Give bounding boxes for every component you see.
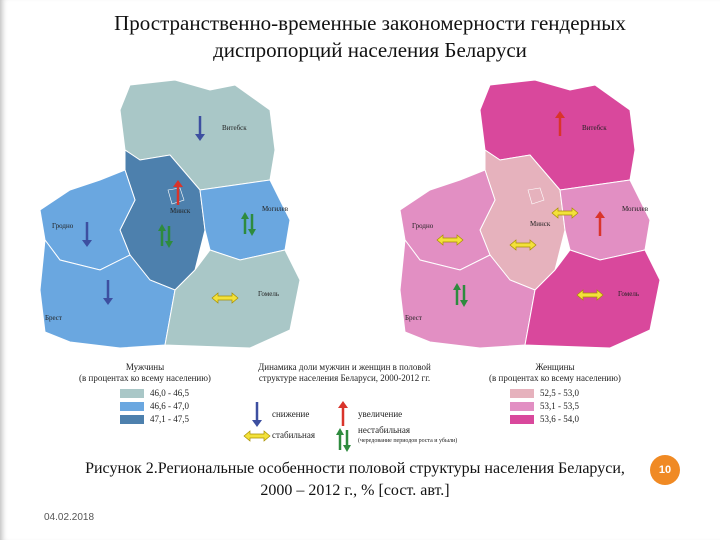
legend-title: Мужчины — [125, 362, 165, 372]
legend-item: стабильная — [272, 430, 315, 440]
city-label: Гродно — [52, 222, 74, 230]
men-cities: Витебск Минск Гродно Могилев Брест Гомел… — [45, 124, 289, 322]
legend-item: нестабильная — [358, 425, 411, 435]
legend-item: 47,1 - 47,5 — [150, 414, 189, 424]
legend-note: (чередование периодов роста и убыли) — [358, 438, 458, 444]
city-label: Могилев — [622, 205, 649, 213]
city-label: Витебск — [582, 124, 607, 132]
legend-item: 52,5 - 53,0 — [540, 388, 579, 398]
city-label: Гомель — [618, 290, 639, 298]
title: Пространственно-временные закономерности… — [114, 11, 626, 62]
date: 04.02.2018 — [44, 512, 95, 523]
city-label: Гродно — [412, 222, 434, 230]
city-label: Гомель — [258, 290, 279, 298]
city-label: Витебск — [222, 124, 247, 132]
women-cities: Витебск Минск Гродно Могилев Брест Гомел… — [405, 124, 649, 322]
page-number: 10 — [650, 455, 680, 485]
legend-item: 53,6 - 54,0 — [540, 414, 579, 424]
men-legend: Мужчины (в процентах ко всему населению)… — [65, 362, 225, 427]
legend-item: 53,1 - 53,5 — [540, 401, 579, 411]
city-label: Минск — [530, 220, 551, 228]
women-map — [399, 79, 661, 349]
city-label: Могилев — [262, 205, 289, 213]
women-legend: Женщины (в процентах ко всему населению)… — [475, 362, 635, 427]
caption: Рисунок 2.Региональные особенности полов… — [85, 460, 625, 499]
city-label: Брест — [405, 314, 422, 322]
city-label: Минск — [170, 207, 191, 215]
legend-item: снижение — [272, 409, 310, 419]
legend-subtitle: (в процентах ко всему населению) — [489, 373, 621, 383]
legend-item: 46,0 - 46,5 — [150, 388, 189, 398]
legend-subtitle: (в процентах ко всему населению) — [79, 373, 211, 383]
legend-item: 46,6 - 47,0 — [150, 401, 189, 411]
legend-title: Женщины — [535, 362, 575, 372]
city-label: Брест — [45, 314, 62, 322]
legend-item: увеличение — [358, 409, 403, 419]
dynamics-legend-title: Динамика доли мужчин и женщин в половой … — [258, 362, 431, 383]
